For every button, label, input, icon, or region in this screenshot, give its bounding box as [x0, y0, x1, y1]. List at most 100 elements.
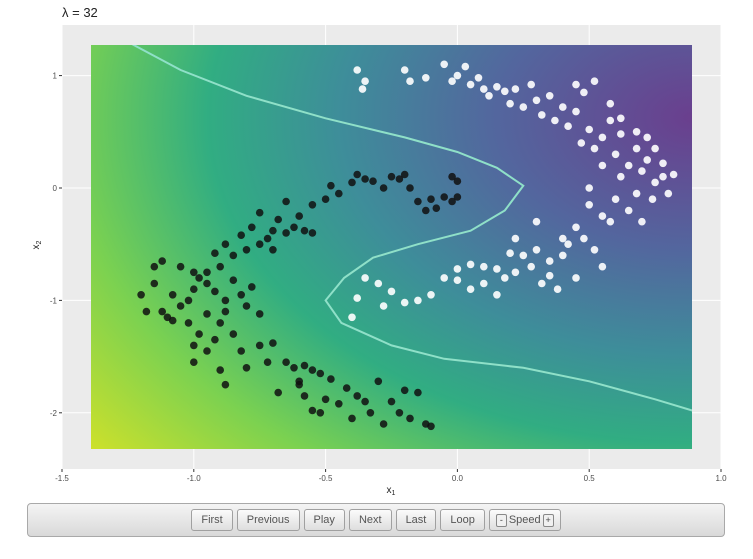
class-0-point: [395, 409, 404, 417]
class-0-point: [327, 375, 335, 383]
class-0-point: [282, 197, 290, 206]
class-1-point: [427, 291, 435, 299]
class-0-point: [248, 223, 256, 232]
class-0-point: [211, 335, 219, 344]
class-0-point: [150, 279, 159, 288]
x-tick-label: 0.5: [584, 474, 596, 483]
class-0-point: [274, 215, 283, 224]
class-1-point: [361, 77, 369, 85]
class-1-point: [545, 257, 554, 265]
first-button[interactable]: First: [191, 509, 233, 531]
class-1-point: [632, 128, 641, 136]
x-tick-label: -0.5: [319, 474, 333, 483]
class-1-point: [538, 279, 546, 288]
class-0-point: [221, 296, 230, 305]
class-1-point: [493, 265, 501, 273]
class-1-point: [664, 189, 673, 198]
class-1-point: [501, 274, 509, 282]
class-0-point: [190, 341, 198, 350]
class-1-point: [606, 99, 615, 108]
class-0-point: [348, 414, 356, 423]
class-0-point: [348, 178, 356, 187]
class-1-point: [493, 291, 501, 299]
x-tick-label: -1.0: [187, 474, 201, 483]
previous-button[interactable]: Previous: [236, 509, 300, 531]
loop-button[interactable]: Loop: [440, 509, 485, 531]
class-1-point: [480, 262, 488, 271]
class-0-point: [255, 310, 264, 318]
class-0-point: [308, 366, 317, 374]
class-0-point: [353, 170, 362, 179]
class-1-point: [379, 302, 388, 310]
speed-decrease-button[interactable]: -: [495, 513, 507, 527]
x-axis-ticks: -1.5 -1.0 -0.5 0.0 0.5 1.0: [55, 469, 727, 483]
class-0-point: [327, 181, 335, 190]
class-0-point: [237, 291, 245, 299]
play-button[interactable]: Play: [303, 509, 345, 531]
class-1-point: [374, 279, 383, 288]
class-1-point: [598, 262, 607, 271]
last-button[interactable]: Last: [395, 509, 437, 531]
class-0-point: [290, 223, 298, 232]
class-1-point: [598, 161, 607, 170]
class-0-point: [203, 279, 211, 288]
class-0-point: [176, 302, 185, 310]
class-0-point: [300, 361, 309, 370]
class-1-point: [461, 62, 470, 71]
class-0-point: [229, 330, 238, 338]
scatter-points: [137, 60, 678, 431]
class-0-point: [263, 234, 272, 243]
class-1-point: [617, 130, 625, 138]
class-1-point: [624, 161, 633, 170]
class-1-point: [501, 87, 509, 96]
class-1-point: [659, 159, 667, 168]
class-1-point: [580, 234, 588, 243]
class-0-point: [282, 358, 290, 367]
next-button[interactable]: Next: [348, 509, 392, 531]
x-tick-label: -1.5: [55, 474, 69, 483]
class-0-point: [263, 358, 272, 367]
class-0-point: [195, 330, 203, 338]
class-1-point: [532, 246, 541, 254]
class-0-point: [414, 197, 422, 206]
y-tick-label: -1: [50, 296, 58, 305]
class-0-point: [274, 388, 283, 397]
class-0-point: [453, 193, 462, 201]
class-0-point: [190, 285, 198, 294]
class-0-point: [427, 195, 435, 203]
class-0-point: [395, 175, 404, 183]
class-0-point: [400, 386, 409, 395]
class-0-point: [316, 409, 325, 417]
y-tick-label: 0: [53, 184, 58, 193]
class-0-point: [369, 177, 377, 185]
class-0-point: [168, 291, 177, 299]
class-0-point: [216, 319, 224, 327]
class-0-point: [361, 397, 369, 406]
class-1-point: [580, 88, 588, 97]
class-0-point: [366, 409, 375, 417]
class-1-point: [400, 298, 409, 307]
class-0-point: [282, 229, 290, 237]
class-1-point: [480, 85, 488, 93]
class-1-point: [585, 184, 593, 192]
class-0-point: [295, 377, 304, 386]
class-0-point: [300, 392, 309, 400]
class-1-point: [585, 201, 593, 209]
class-0-point: [440, 193, 449, 201]
plot-title: λ = 32: [62, 5, 98, 20]
class-1-point: [553, 285, 562, 294]
class-1-point: [527, 80, 535, 89]
class-0-point: [379, 184, 388, 192]
class-1-point: [353, 66, 362, 74]
decision-boundary: [131, 45, 692, 412]
class-1-point: [590, 77, 599, 85]
class-0-point: [300, 226, 309, 235]
class-1-point: [590, 246, 599, 254]
class-0-point: [242, 364, 251, 372]
class-1-point: [585, 125, 593, 134]
class-0-point: [216, 262, 224, 271]
class-0-point: [308, 406, 317, 415]
speed-increase-button[interactable]: +: [542, 513, 554, 527]
y-tick-label: -2: [50, 409, 58, 418]
class-1-point: [538, 111, 546, 119]
